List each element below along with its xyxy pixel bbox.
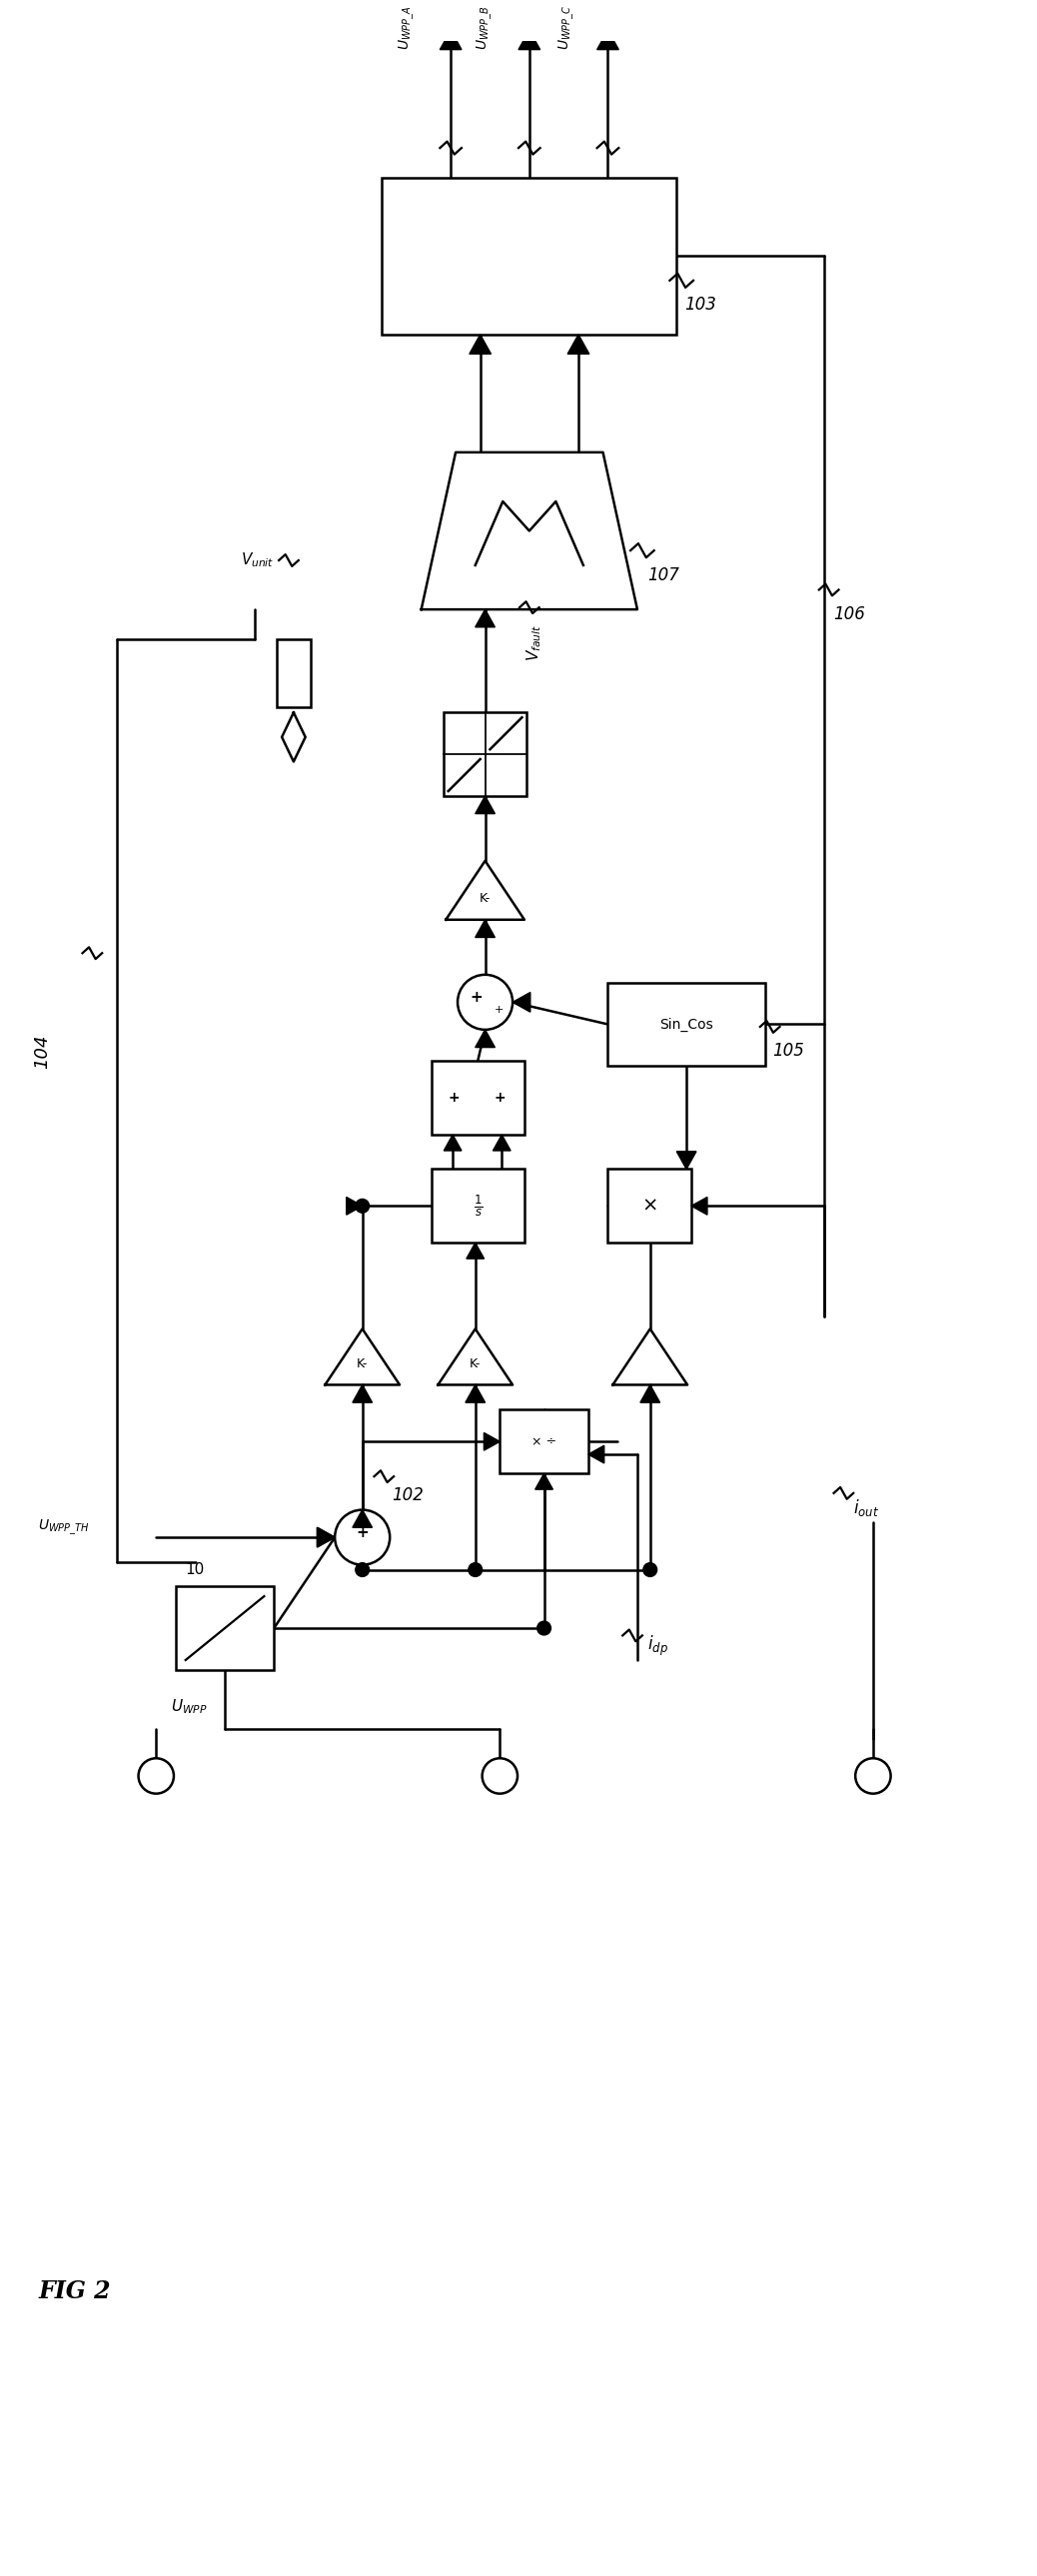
Polygon shape <box>475 796 495 814</box>
Circle shape <box>356 1564 369 1577</box>
Text: +: + <box>448 1090 459 1105</box>
Text: $i_{out}$: $i_{out}$ <box>853 1497 879 1517</box>
Polygon shape <box>317 1528 335 1548</box>
Bar <box>175 1587 274 1669</box>
Text: K-: K- <box>479 891 491 904</box>
Text: Sin_Cos: Sin_Cos <box>660 1018 713 1030</box>
Text: 102: 102 <box>392 1486 424 1504</box>
Polygon shape <box>475 611 495 626</box>
Text: $V_{unit}$: $V_{unit}$ <box>241 551 274 569</box>
Text: $U_{WPP\_B}$: $U_{WPP\_B}$ <box>475 5 495 49</box>
Text: $U_{WPP\_C}$: $U_{WPP\_C}$ <box>557 5 577 49</box>
Text: K-: K- <box>470 1358 481 1370</box>
Polygon shape <box>475 920 495 938</box>
Text: $V_{fault}$: $V_{fault}$ <box>525 623 543 662</box>
Polygon shape <box>466 1386 485 1401</box>
Text: 104: 104 <box>33 1033 51 1069</box>
Polygon shape <box>692 1198 707 1216</box>
Bar <box>444 714 527 796</box>
Polygon shape <box>440 31 461 49</box>
Polygon shape <box>640 1386 660 1401</box>
Text: × ÷: × ÷ <box>532 1435 557 1448</box>
Circle shape <box>335 1510 390 1564</box>
Polygon shape <box>567 335 589 353</box>
Text: 105: 105 <box>773 1043 805 1061</box>
Polygon shape <box>421 453 638 611</box>
Text: 10: 10 <box>186 1564 204 1577</box>
Polygon shape <box>484 1432 500 1450</box>
Bar <box>431 1061 525 1136</box>
Bar <box>382 178 676 335</box>
Bar <box>277 639 311 708</box>
Polygon shape <box>518 31 540 49</box>
Polygon shape <box>597 31 619 49</box>
Circle shape <box>356 1198 369 1213</box>
Text: +: + <box>495 1005 504 1015</box>
Text: $i_{dp}$: $i_{dp}$ <box>647 1633 668 1659</box>
Text: 107: 107 <box>647 567 679 585</box>
Bar <box>608 1170 692 1242</box>
Circle shape <box>138 1759 174 1793</box>
Text: 103: 103 <box>684 296 717 314</box>
Polygon shape <box>346 1198 362 1216</box>
Text: $U_{WPP\_A}$: $U_{WPP\_A}$ <box>397 5 416 49</box>
Bar <box>500 1409 588 1473</box>
Text: $U_{WPP\_TH}$: $U_{WPP\_TH}$ <box>38 1517 89 1538</box>
Text: 106: 106 <box>834 605 866 623</box>
Polygon shape <box>535 1473 553 1489</box>
Text: K-: K- <box>357 1358 368 1370</box>
Circle shape <box>457 974 512 1030</box>
Circle shape <box>469 1564 482 1577</box>
Polygon shape <box>475 1030 495 1048</box>
Circle shape <box>643 1564 657 1577</box>
Text: +: + <box>356 1525 369 1540</box>
Polygon shape <box>512 992 530 1012</box>
Text: $\frac{1}{s}$: $\frac{1}{s}$ <box>473 1193 482 1218</box>
Text: FIG 2: FIG 2 <box>38 2280 111 2303</box>
Text: $U_{WPP}$: $U_{WPP}$ <box>171 1698 207 1716</box>
Polygon shape <box>444 1136 461 1151</box>
Text: ×: × <box>642 1195 657 1216</box>
Bar <box>608 981 765 1066</box>
Bar <box>431 1170 525 1242</box>
Circle shape <box>537 1620 551 1636</box>
Text: +: + <box>470 989 482 1005</box>
Text: +: + <box>494 1090 506 1105</box>
Polygon shape <box>470 335 491 353</box>
Polygon shape <box>493 1136 510 1151</box>
Circle shape <box>482 1759 517 1793</box>
Polygon shape <box>317 1528 335 1548</box>
Polygon shape <box>353 1386 372 1401</box>
Polygon shape <box>676 1151 696 1170</box>
Polygon shape <box>588 1445 605 1463</box>
Polygon shape <box>353 1510 372 1528</box>
Circle shape <box>856 1759 891 1793</box>
Polygon shape <box>467 1242 484 1260</box>
